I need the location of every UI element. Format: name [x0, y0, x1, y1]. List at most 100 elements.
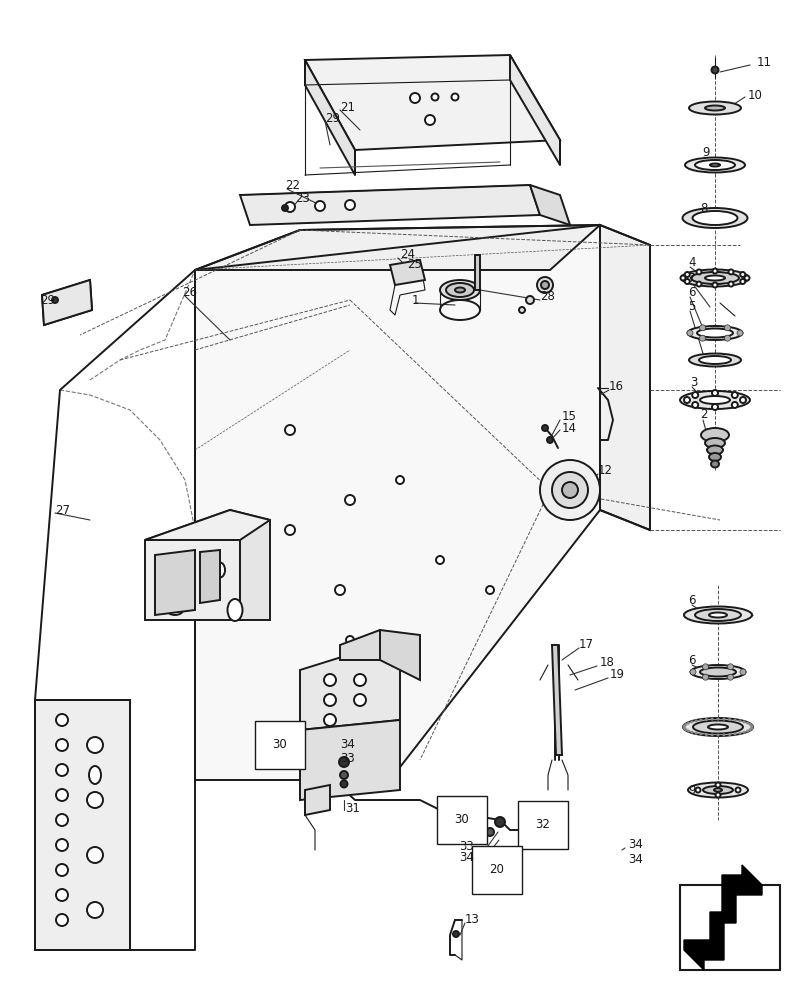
Circle shape: [486, 828, 493, 836]
Text: 2: 2: [699, 408, 706, 422]
Circle shape: [340, 780, 347, 788]
Text: 20: 20: [489, 863, 504, 876]
Text: 10: 10: [747, 89, 762, 102]
Circle shape: [87, 792, 103, 808]
Text: 7: 7: [687, 271, 695, 284]
Text: 17: 17: [578, 638, 594, 652]
Circle shape: [727, 269, 732, 274]
Text: 1: 1: [410, 294, 418, 306]
Text: 29: 29: [324, 112, 340, 125]
Circle shape: [745, 721, 748, 724]
Ellipse shape: [167, 605, 182, 615]
Circle shape: [335, 585, 345, 595]
Polygon shape: [35, 700, 130, 950]
Text: 13: 13: [465, 913, 479, 926]
Polygon shape: [195, 225, 599, 270]
Text: 34: 34: [627, 838, 642, 851]
Circle shape: [551, 472, 587, 508]
Circle shape: [541, 425, 547, 431]
Circle shape: [680, 275, 684, 280]
Circle shape: [702, 674, 708, 680]
Circle shape: [723, 325, 730, 331]
Circle shape: [547, 437, 552, 443]
Ellipse shape: [454, 288, 465, 292]
Ellipse shape: [698, 356, 730, 364]
Circle shape: [731, 402, 737, 408]
Circle shape: [424, 115, 435, 125]
Circle shape: [338, 757, 349, 767]
Ellipse shape: [89, 766, 101, 784]
Polygon shape: [389, 260, 424, 285]
Ellipse shape: [679, 391, 749, 409]
Text: 29: 29: [40, 294, 55, 306]
Circle shape: [732, 719, 736, 722]
Text: 22: 22: [285, 179, 299, 192]
Circle shape: [285, 202, 294, 212]
Polygon shape: [299, 645, 400, 730]
Circle shape: [737, 732, 740, 735]
Circle shape: [711, 282, 717, 288]
Circle shape: [740, 272, 744, 277]
Circle shape: [749, 727, 752, 730]
Circle shape: [727, 674, 732, 680]
Circle shape: [526, 296, 534, 304]
Polygon shape: [200, 550, 220, 603]
Circle shape: [56, 814, 68, 826]
Circle shape: [684, 728, 687, 731]
Text: 3: 3: [689, 375, 697, 388]
Circle shape: [710, 718, 713, 721]
Circle shape: [749, 724, 752, 727]
Circle shape: [315, 201, 324, 211]
Text: 30: 30: [272, 738, 287, 752]
Circle shape: [87, 902, 103, 918]
Ellipse shape: [680, 269, 748, 286]
Polygon shape: [305, 785, 329, 815]
Polygon shape: [530, 185, 569, 225]
Text: 31: 31: [345, 801, 359, 814]
Polygon shape: [145, 510, 240, 620]
Circle shape: [689, 731, 693, 734]
Circle shape: [536, 277, 552, 293]
Ellipse shape: [440, 280, 479, 300]
Circle shape: [739, 397, 745, 403]
Polygon shape: [195, 225, 599, 780]
Ellipse shape: [704, 438, 724, 448]
Circle shape: [324, 674, 336, 686]
Polygon shape: [305, 55, 560, 150]
Text: 11: 11: [756, 56, 771, 69]
Circle shape: [682, 725, 684, 728]
Circle shape: [340, 771, 348, 779]
Circle shape: [56, 839, 68, 851]
Circle shape: [396, 476, 404, 484]
Ellipse shape: [704, 106, 724, 111]
Text: 30: 30: [454, 813, 469, 826]
Polygon shape: [230, 510, 270, 620]
Ellipse shape: [710, 460, 718, 468]
Text: 24: 24: [400, 248, 414, 261]
Circle shape: [518, 307, 525, 313]
Text: 25: 25: [406, 258, 422, 271]
Polygon shape: [551, 645, 561, 755]
Text: 33: 33: [459, 840, 474, 853]
Ellipse shape: [687, 782, 747, 797]
Circle shape: [285, 525, 294, 535]
Circle shape: [698, 325, 705, 331]
Text: 16: 16: [608, 380, 623, 393]
Circle shape: [686, 330, 692, 336]
Text: 32: 32: [535, 818, 550, 831]
Circle shape: [715, 733, 719, 736]
Circle shape: [739, 669, 745, 675]
Ellipse shape: [696, 328, 732, 338]
Circle shape: [486, 586, 493, 594]
Circle shape: [723, 335, 730, 341]
Ellipse shape: [682, 718, 752, 736]
Text: 9: 9: [702, 146, 709, 159]
Circle shape: [698, 335, 705, 341]
Circle shape: [748, 723, 750, 726]
Text: 4: 4: [687, 255, 695, 268]
Text: 9: 9: [687, 784, 695, 796]
Circle shape: [684, 723, 687, 726]
Circle shape: [410, 93, 419, 103]
Circle shape: [731, 392, 737, 398]
Circle shape: [727, 664, 732, 670]
